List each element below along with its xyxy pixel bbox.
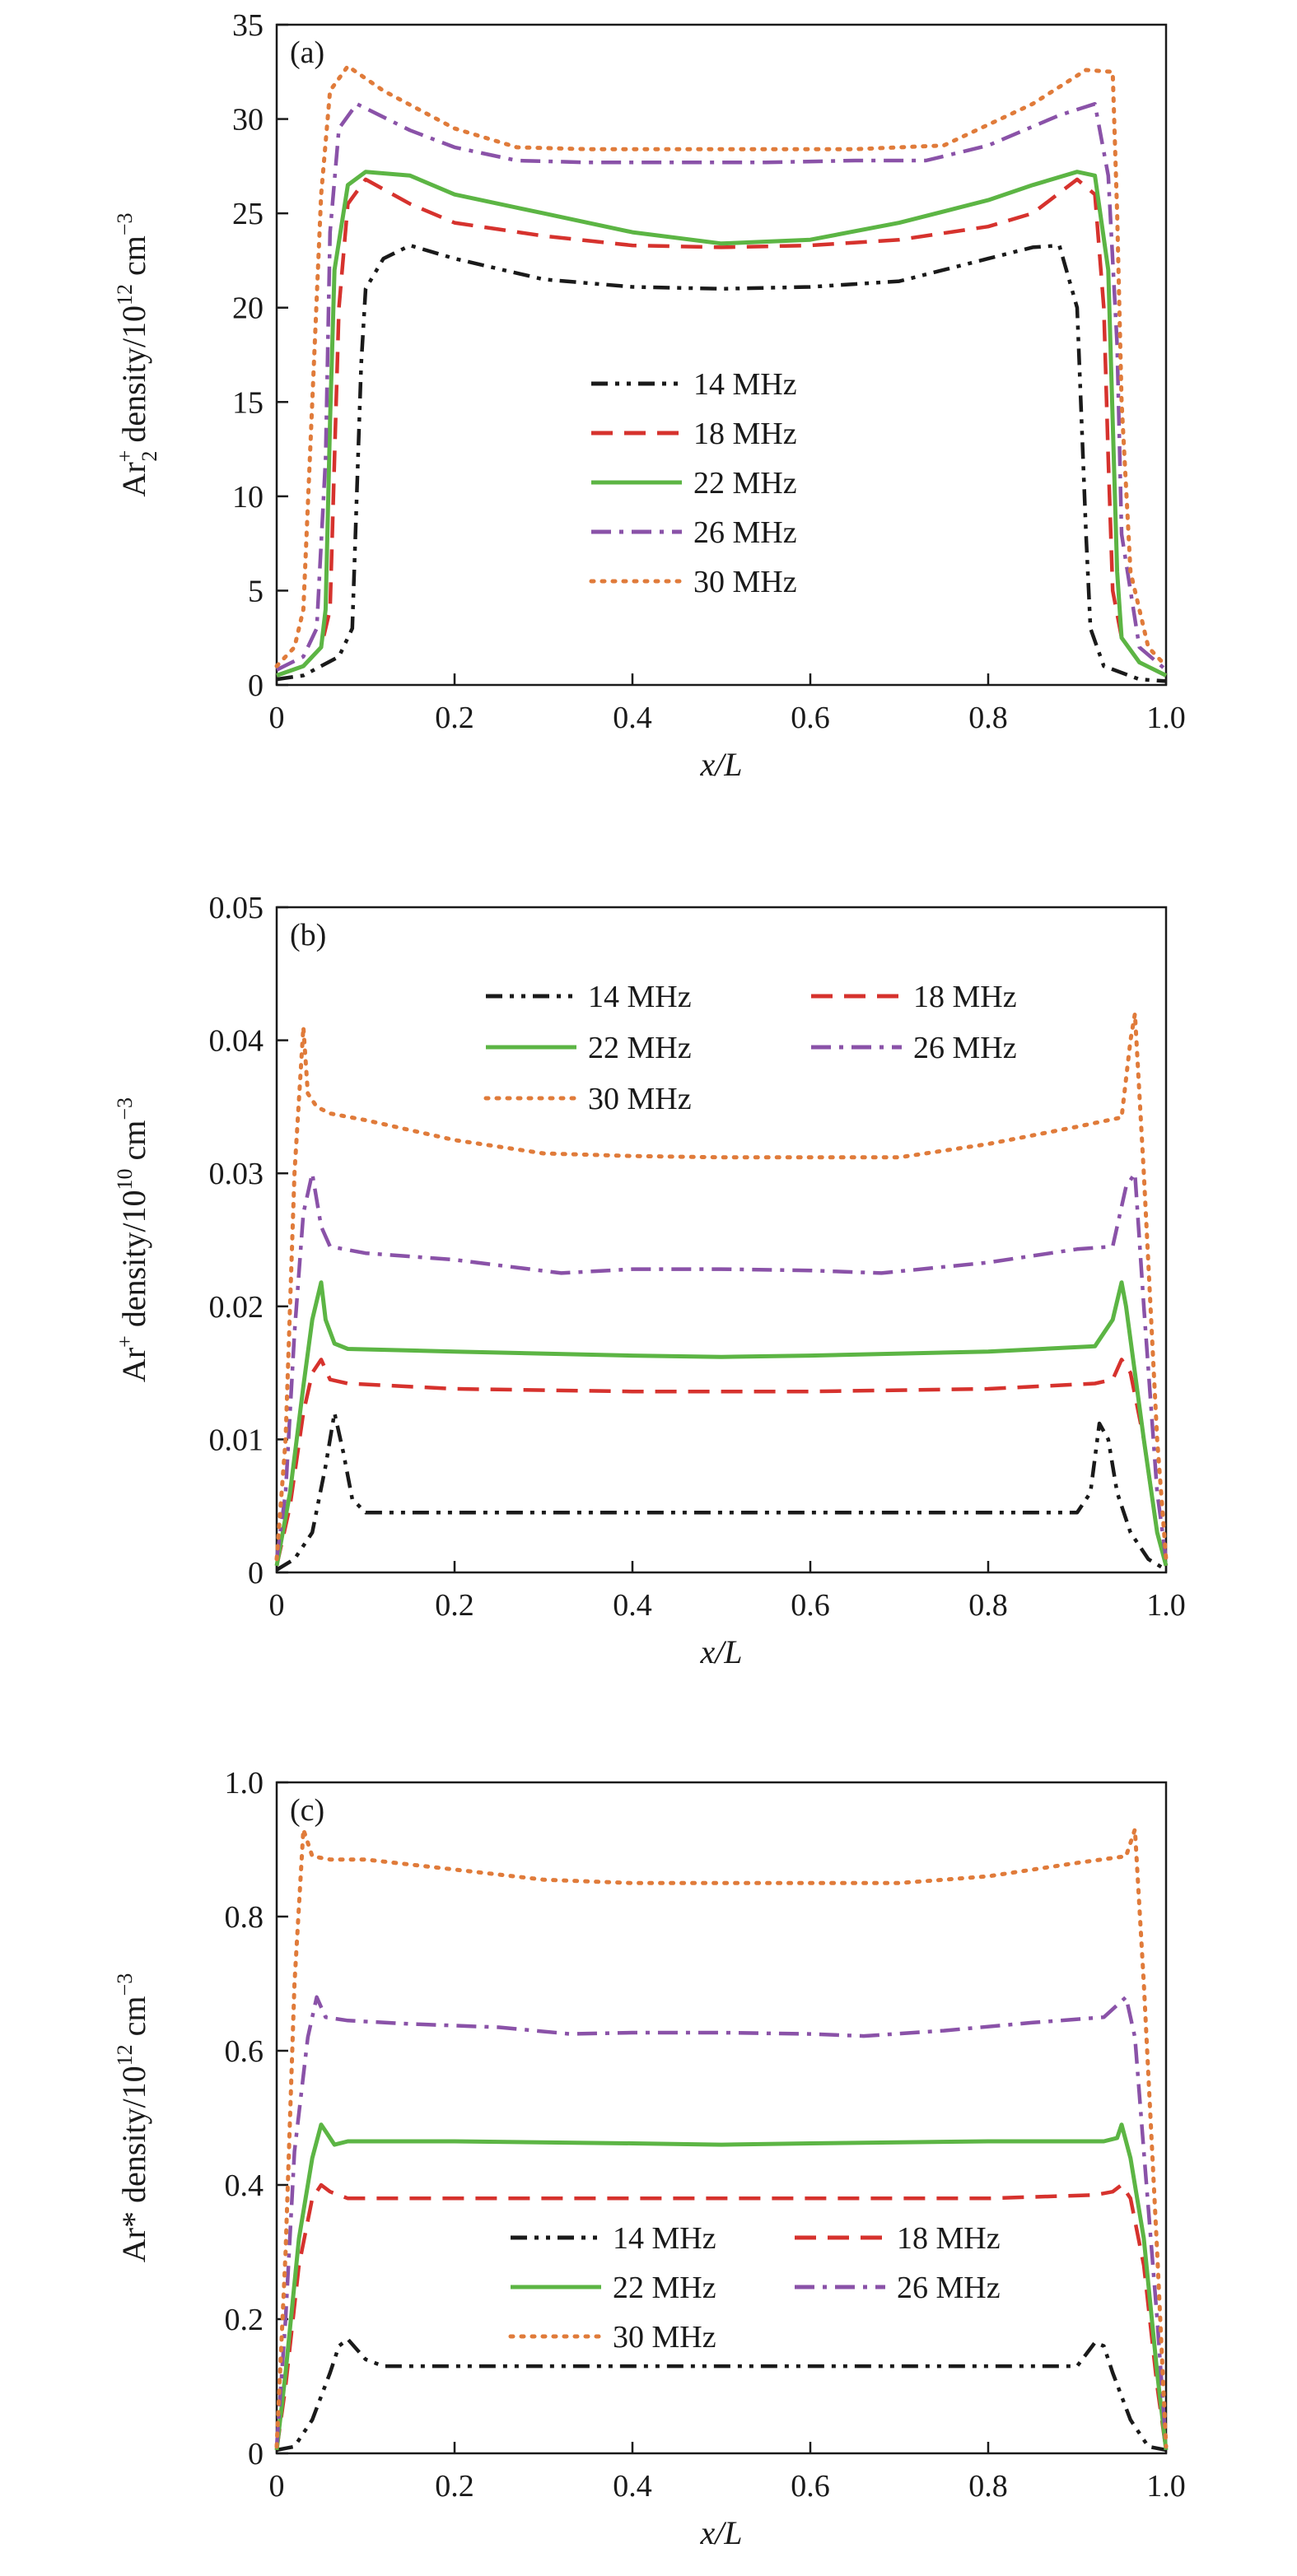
panel-label: (b) (290, 918, 326, 953)
x-tick-label: 0.6 (791, 2469, 830, 2504)
x-tick-label: 0.6 (791, 1588, 830, 1623)
series-line-14-mhz (276, 243, 1167, 683)
y-tick-label: 0 (248, 668, 264, 703)
series-line-22-mhz (274, 1280, 1169, 1567)
legend-label: 26 MHz (913, 1031, 1017, 1065)
y-tick-label: 20 (232, 291, 264, 326)
chart-panel-b: 0 0.2 0.4 0.6 0.8 1.0 0 0.01 0.02 0.03 0.04 0.05 x/L… (113, 891, 1186, 1670)
y-tick-label: 35 (232, 8, 264, 43)
y-tick-label: 0.01 (209, 1423, 264, 1457)
plot-frame (275, 1781, 1168, 2455)
legend-label: 30 MHz (693, 565, 797, 599)
plot-frame (275, 23, 1168, 687)
y-tick-label: 0.6 (225, 2034, 264, 2069)
series-line-14-mhz (275, 1410, 1168, 1572)
legend: 14 MHz 18 MHz 22 MHz 26 MHz 30 MHz (589, 367, 797, 599)
x-tick-label: 0 (269, 1588, 285, 1623)
y-tick-label: 0 (248, 1556, 264, 1591)
chart-panel-c: 0 0.2 0.4 0.6 0.8 1.0 0 0.2 0.4 0.6 0.8 1.0 x/L Ar* d… (113, 1766, 1186, 2551)
x-tick-label: 0.8 (968, 2469, 1008, 2504)
legend-label: 26 MHz (693, 515, 797, 550)
series-line-18-mhz (276, 177, 1167, 678)
y-tick-label: 0.2 (225, 2303, 264, 2337)
panel-label: (c) (290, 1793, 324, 1828)
legend-label: 22 MHz (588, 1031, 692, 1065)
y-tick-label: 25 (232, 197, 264, 231)
x-tick-label: 0.8 (968, 1588, 1008, 1623)
y-tick-label: 0.02 (209, 1290, 264, 1325)
x-axis-title: x/L (699, 746, 742, 783)
series-line-26-mhz (275, 101, 1168, 672)
x-tick-label: 0.8 (968, 701, 1008, 735)
series-line-14-mhz (276, 2337, 1167, 2453)
y-tick-label: 10 (232, 480, 264, 515)
series-line-26-mhz (274, 1171, 1169, 1560)
x-tick-label: 0.6 (791, 701, 830, 735)
x-tick-label: 0 (269, 701, 285, 735)
x-tick-label: 1.0 (1146, 2469, 1186, 2504)
y-tick-label: 0.03 (209, 1157, 264, 1191)
x-axis-title: x/L (699, 1633, 742, 1670)
y-tick-label: 0.8 (225, 1900, 264, 1935)
x-tick-label: 0.2 (435, 701, 474, 735)
legend-label: 18 MHz (913, 980, 1017, 1014)
legend: 14 MHz 18 MHz 22 MHz 26 MHz 30 MHz (483, 980, 1017, 1116)
chart-panel-a: 0 0.2 0.4 0.6 0.8 1.0 0 5 10 15 20 25 30 35 x/L Ar+2 de… (113, 8, 1186, 783)
y-axis-title: Ar+ density/1010 cm−3 (113, 1097, 152, 1382)
panel-label: (a) (290, 35, 324, 70)
legend-label: 14 MHz (588, 980, 692, 1014)
y-tick-label: 30 (232, 103, 264, 137)
x-tick-label: 1.0 (1146, 1588, 1186, 1623)
x-tick-label: 0 (269, 2469, 285, 2504)
series-line-30-mhz (274, 1827, 1169, 2449)
x-tick-label: 0.4 (613, 2469, 652, 2504)
y-tick-label: 5 (248, 574, 264, 608)
y-axis-title: Ar* density/1012 cm−3 (113, 1973, 152, 2262)
series-line-22-mhz (276, 170, 1168, 678)
y-tick-label: 0.05 (209, 891, 264, 925)
x-tick-label: 0.4 (613, 1588, 652, 1623)
legend: 14 MHz 18 MHz 22 MHz 26 MHz 30 MHz (508, 2221, 1001, 2355)
legend-label: 30 MHz (588, 1082, 692, 1116)
legend-label: 18 MHz (897, 2221, 1001, 2256)
y-tick-label: 15 (232, 385, 264, 420)
legend-label: 30 MHz (613, 2320, 716, 2355)
legend-label: 22 MHz (693, 466, 797, 501)
legend-label: 14 MHz (613, 2221, 716, 2256)
x-tick-label: 0.4 (613, 701, 652, 735)
y-tick-label: 1.0 (225, 1766, 264, 1800)
series-line-26-mhz (274, 1995, 1169, 2447)
series-line-22-mhz (274, 2122, 1169, 2451)
series-line-18-mhz (274, 1358, 1169, 1567)
legend-label: 14 MHz (693, 367, 797, 402)
y-axis-title: Ar+2 density/1012 cm−3 (113, 212, 161, 496)
series-line-30-mhz (274, 63, 1169, 668)
y-tick-label: 0.04 (209, 1024, 264, 1059)
series-line-18-mhz (274, 2182, 1169, 2451)
x-tick-label: 0.2 (435, 1588, 474, 1623)
x-axis-title: x/L (699, 2514, 742, 2551)
legend-label: 18 MHz (693, 417, 797, 451)
series-line-30-mhz (274, 1011, 1169, 1562)
legend-label: 22 MHz (613, 2271, 716, 2305)
plot-frame (275, 906, 1168, 1574)
y-tick-label: 0 (248, 2437, 264, 2471)
x-tick-label: 0.2 (435, 2469, 474, 2504)
y-tick-label: 0.4 (225, 2168, 264, 2203)
x-tick-label: 1.0 (1146, 701, 1186, 735)
legend-label: 26 MHz (897, 2271, 1001, 2305)
